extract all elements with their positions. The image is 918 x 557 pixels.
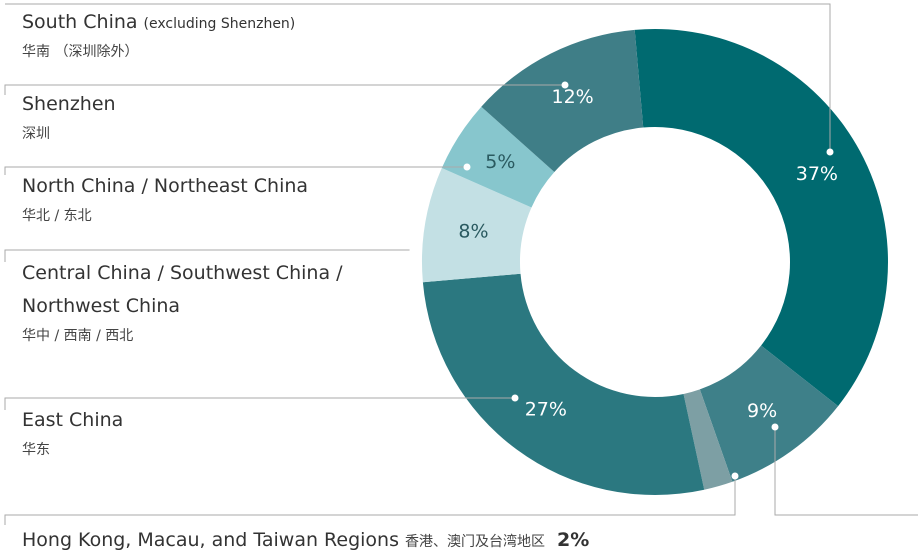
leader-dot xyxy=(826,148,834,156)
donut-slice xyxy=(634,28,889,407)
value-label: 5% xyxy=(485,151,515,173)
leader-dot xyxy=(511,394,519,402)
category-name: Hong Kong, Macau, and Taiwan Regions xyxy=(22,529,399,551)
leader-line xyxy=(4,166,467,175)
donut-slice xyxy=(441,106,555,208)
category-name: South China xyxy=(22,11,138,33)
category-name-zh: 华中 / 西南 / 西北 xyxy=(22,328,134,344)
donut-slice xyxy=(421,167,532,283)
leader-dot xyxy=(771,423,779,431)
value-label: 9% xyxy=(747,400,777,422)
category-name-zh: 深圳 xyxy=(22,126,50,142)
value-label: 27% xyxy=(525,399,567,421)
category-name-zh: 华东 xyxy=(22,442,50,458)
donut-slice xyxy=(422,273,705,495)
donut-slice xyxy=(481,29,644,173)
category-label: Shenzhen 深圳 xyxy=(22,88,402,147)
category-name-zh: 华北 / 东北 xyxy=(22,208,92,224)
leader-line xyxy=(4,84,565,95)
category-label: Hong Kong, Macau, and Taiwan Regions 香港、澳… xyxy=(22,524,589,557)
leader-dot xyxy=(409,246,417,254)
leader-line xyxy=(4,397,515,410)
leader-dot xyxy=(561,81,569,89)
category-label: Central China / Southwest China / Northw… xyxy=(22,257,402,349)
donut-slice xyxy=(699,345,839,482)
leader-line xyxy=(4,476,736,525)
leader-dot xyxy=(463,163,471,171)
leader-dot xyxy=(731,472,739,480)
value-label: 12% xyxy=(551,86,593,108)
category-name: Shenzhen xyxy=(22,93,116,115)
donut-slice xyxy=(683,389,733,490)
leader-line xyxy=(774,427,918,516)
leader-line xyxy=(4,249,413,262)
leader-line xyxy=(5,3,831,152)
value-label: 37% xyxy=(796,163,838,185)
category-name-zh: 香港、澳门及台湾地区 xyxy=(405,534,545,550)
category-name: East China xyxy=(22,409,124,431)
category-name: Central China / Southwest China / Northw… xyxy=(22,262,343,317)
value-label: 8% xyxy=(458,220,488,242)
category-label: South China (excluding Shenzhen) 华南 （深圳除外） xyxy=(22,6,295,65)
category-label: East China 华东 xyxy=(22,404,402,463)
category-name-zh: 华南 （深圳除外） xyxy=(22,44,139,60)
category-note: (excluding Shenzhen) xyxy=(143,16,296,32)
value-label: 2% xyxy=(557,529,590,551)
category-name: North China / Northeast China xyxy=(22,175,309,197)
category-label: North China / Northeast China 华北 / 东北 xyxy=(22,170,402,229)
